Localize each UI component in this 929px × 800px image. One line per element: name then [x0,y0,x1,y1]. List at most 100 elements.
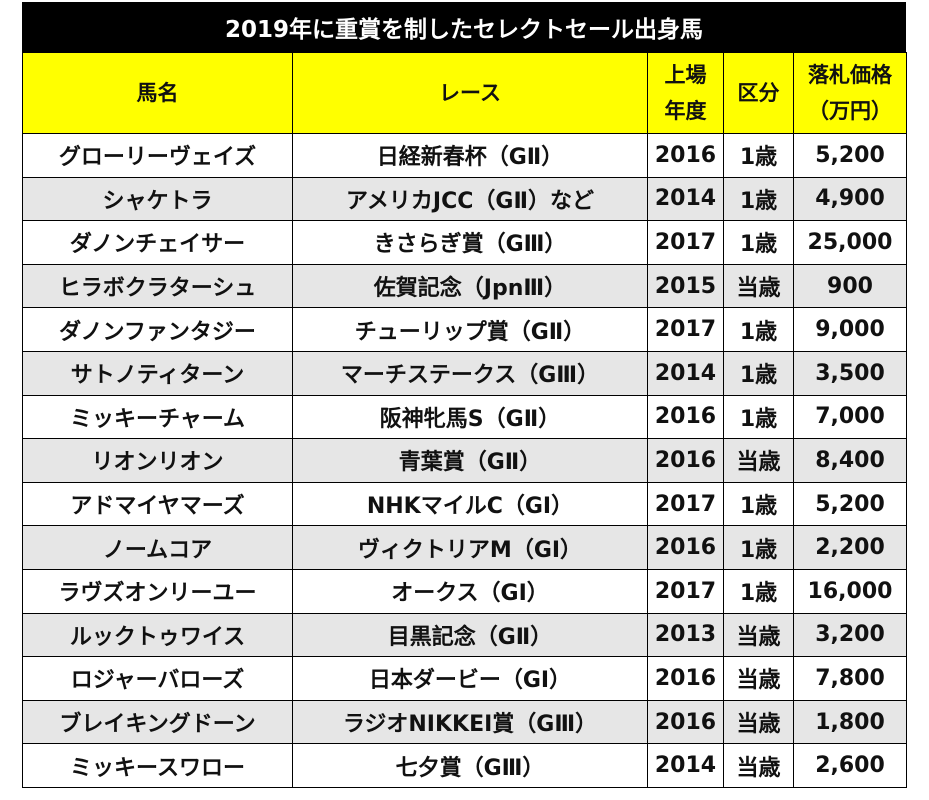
cell-name: ヒラボクラターシュ [22,263,293,309]
cell-race: 青葉賞（GⅡ） [292,438,648,483]
cell-price: 7,000 [793,394,907,440]
cell-race: 七夕賞（GⅢ） [292,743,648,788]
cell-race: ラジオNIKKEI賞（GⅢ） [292,699,648,745]
cell-name: ミッキースワロー [22,743,293,788]
header-year-line2: 年度 [664,99,707,123]
cell-race: 佐賀記念（JpnⅢ） [292,263,648,309]
header-price-line1: 落札価格 [808,63,892,87]
table-row: グローリーヴェイズ 日経新春杯（GⅡ） 2016 1歳 5,200 [22,133,907,178]
cell-name: リオンリオン [22,438,293,483]
cell-race: マーチステークス（GⅢ） [292,350,648,396]
cell-year: 2016 [647,525,724,570]
cell-race: チューリップ賞（GⅡ） [292,307,648,352]
cell-race: オークス（GⅠ） [292,568,648,614]
cell-price: 7,800 [793,656,907,701]
cell-price: 3,200 [793,612,907,658]
table-title: 2019年に重賞を制したセレクトセール出身馬 [22,2,906,52]
cell-category: 当歳 [723,263,794,309]
cell-year: 2015 [647,263,724,309]
cell-name: ラヴズオンリーユー [22,568,293,614]
table-row: サトノティターン マーチステークス（GⅢ） 2014 1歳 3,500 [22,350,907,396]
cell-price: 2,200 [793,525,907,570]
cell-name: アドマイヤマーズ [22,481,293,527]
cell-year: 2013 [647,612,724,658]
cell-year: 2016 [647,656,724,701]
table-row: ブレイキングドーン ラジオNIKKEI賞（GⅢ） 2016 当歳 1,800 [22,699,907,745]
table-row: ダノンチェイサー きさらぎ賞（GⅢ） 2017 1歳 25,000 [22,220,907,265]
cell-category: 1歳 [723,394,794,440]
cell-year: 2016 [647,394,724,440]
table-row: ミッキースワロー 七夕賞（GⅢ） 2014 当歳 2,600 [22,743,907,788]
cell-name: ルックトゥワイス [22,612,293,658]
cell-year: 2016 [647,438,724,483]
cell-category: 1歳 [723,133,794,178]
cell-price: 4,900 [793,176,907,222]
header-category: 区分 [723,52,794,134]
cell-category: 当歳 [723,656,794,701]
cell-name: ミッキーチャーム [22,394,293,440]
cell-name: ブレイキングドーン [22,699,293,745]
cell-category: 1歳 [723,307,794,352]
cell-category: 1歳 [723,220,794,265]
table-row: リオンリオン 青葉賞（GⅡ） 2016 当歳 8,400 [22,438,907,483]
cell-price: 1,800 [793,699,907,745]
cell-price: 9,000 [793,307,907,352]
cell-category: 当歳 [723,612,794,658]
cell-price: 25,000 [793,220,907,265]
cell-year: 2016 [647,699,724,745]
header-race: レース [292,52,648,134]
cell-price: 8,400 [793,438,907,483]
cell-race: きさらぎ賞（GⅢ） [292,220,648,265]
table-row: ノームコア ヴィクトリアM（GⅠ） 2016 1歳 2,200 [22,525,907,570]
header-year-line1: 上場 [664,63,707,87]
cell-name: シャケトラ [22,176,293,222]
cell-name: ロジャーバローズ [22,656,293,701]
table-row: ダノンファンタジー チューリップ賞（GⅡ） 2017 1歳 9,000 [22,307,907,352]
cell-price: 5,200 [793,481,907,527]
cell-category: 当歳 [723,699,794,745]
table-row: ロジャーバローズ 日本ダービー（GⅠ） 2016 当歳 7,800 [22,656,907,701]
table-row: ラヴズオンリーユー オークス（GⅠ） 2017 1歳 16,000 [22,568,907,614]
results-table: 馬名 レース 上場年度 区分 落札価格 （万円） グローリーヴェイズ 日経新春杯（G… [22,52,907,788]
table-row: ヒラボクラターシュ 佐賀記念（JpnⅢ） 2015 当歳 900 [22,263,907,309]
header-price: 落札価格 （万円） [793,52,907,134]
cell-race: 日本ダービー（GⅠ） [292,656,648,701]
cell-price: 2,600 [793,743,907,788]
cell-year: 2014 [647,743,724,788]
cell-category: 1歳 [723,481,794,527]
header-price-line2: （万円） [808,99,892,123]
cell-race: ヴィクトリアM（GⅠ） [292,525,648,570]
cell-race: 目黒記念（GⅡ） [292,612,648,658]
table-row: シャケトラ アメリカJCC（GⅡ）など 2014 1歳 4,900 [22,176,907,222]
header-name: 馬名 [22,52,293,134]
cell-race: 阪神牝馬S（GⅡ） [292,394,648,440]
results-table-container: 2019年に重賞を制したセレクトセール出身馬 馬名 レース 上場年度 区分 落札… [22,2,907,788]
cell-race: NHKマイルC（GⅠ） [292,481,648,527]
header-year: 上場 年度 [647,52,724,134]
cell-category: 1歳 [723,176,794,222]
cell-category: 1歳 [723,525,794,570]
header-row: 馬名 レース 上場年度 区分 落札価格 （万円） [22,52,907,134]
cell-year: 2016 [647,133,724,178]
cell-year: 2017 [647,481,724,527]
table-row: ルックトゥワイス 目黒記念（GⅡ） 2013 当歳 3,200 [22,612,907,658]
cell-category: 当歳 [723,743,794,788]
cell-race: アメリカJCC（GⅡ）など [292,176,648,222]
cell-name: サトノティターン [22,350,293,396]
cell-name: グローリーヴェイズ [22,133,293,178]
cell-year: 2017 [647,568,724,614]
cell-price: 3,500 [793,350,907,396]
cell-year: 2014 [647,176,724,222]
cell-year: 2014 [647,350,724,396]
cell-category: 当歳 [723,438,794,483]
cell-category: 1歳 [723,350,794,396]
table-row: ミッキーチャーム 阪神牝馬S（GⅡ） 2016 1歳 7,000 [22,394,907,440]
cell-name: ダノンチェイサー [22,220,293,265]
cell-race: 日経新春杯（GⅡ） [292,133,648,178]
cell-name: ノームコア [22,525,293,570]
cell-price: 16,000 [793,568,907,614]
cell-year: 2017 [647,307,724,352]
cell-price: 5,200 [793,133,907,178]
cell-price: 900 [793,263,907,309]
table-row: アドマイヤマーズ NHKマイルC（GⅠ） 2017 1歳 5,200 [22,481,907,527]
